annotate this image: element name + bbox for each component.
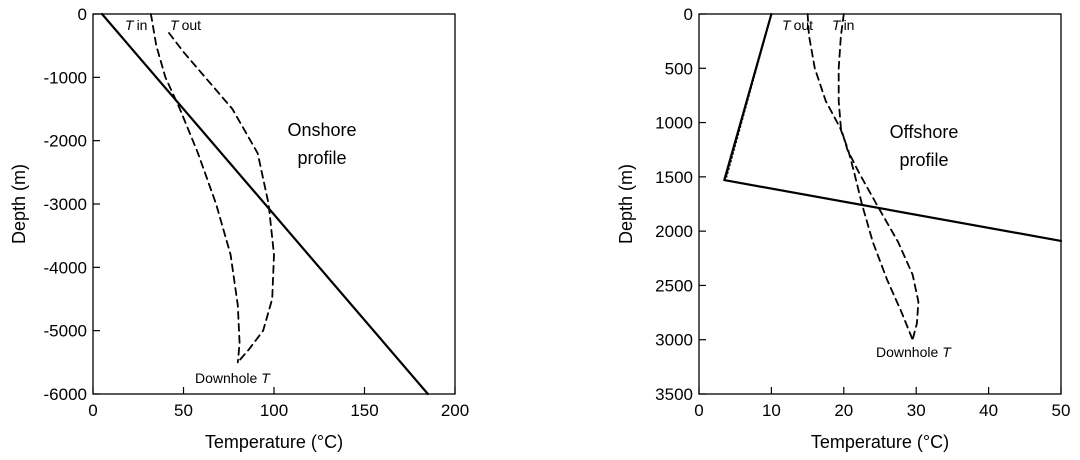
onshore-y-tick-label: -2000 bbox=[44, 132, 87, 151]
offshore-tout-sub: out bbox=[794, 17, 814, 33]
onshore-y-tick-label: -5000 bbox=[44, 322, 87, 341]
offshore-panel: 0 10 20 30 40 50 0 500 1000 1500 2000 2500 3000 3500… bbox=[616, 5, 1070, 452]
offshore-series-dotted-1 bbox=[725, 13, 773, 178]
onshore-x-tick-label: 0 bbox=[88, 401, 97, 420]
onshore-y-ticks: 0 -1000 -2000 -3000 -4000 -5000 -6000 bbox=[44, 5, 100, 404]
offshore-x-tick-label: 40 bbox=[979, 401, 998, 420]
offshore-y-tick-label: 3000 bbox=[655, 331, 693, 350]
offshore-x-tick-label: 0 bbox=[694, 401, 703, 420]
offshore-series-dashed-3 bbox=[806, 13, 914, 341]
onshore-tin-sub: in bbox=[137, 17, 148, 33]
onshore-x-tick-label: 100 bbox=[260, 401, 288, 420]
offshore-x-axis-label: Temperature (°C) bbox=[811, 432, 949, 452]
onshore-y-axis-label: Depth (m) bbox=[9, 164, 29, 244]
offshore-x-tick-label: 50 bbox=[1052, 401, 1071, 420]
onshore-y-tick-label: -4000 bbox=[44, 258, 87, 277]
offshore-y-tick-label: 500 bbox=[665, 59, 693, 78]
offshore-series-group bbox=[723, 12, 1063, 341]
offshore-x-tick-label: 20 bbox=[834, 401, 853, 420]
onshore-series-dashed-2 bbox=[168, 32, 275, 364]
offshore-tout-T: T bbox=[782, 17, 792, 33]
offshore-y-tick-label: 2500 bbox=[655, 276, 693, 295]
onshore-x-tick-label: 200 bbox=[441, 401, 469, 420]
offshore-tin-sub: in bbox=[844, 17, 855, 33]
onshore-x-tick-label: 150 bbox=[350, 401, 378, 420]
offshore-x-tick-label: 10 bbox=[762, 401, 781, 420]
offshore-y-tick-label: 1500 bbox=[655, 168, 693, 187]
onshore-downhole-T: T bbox=[261, 370, 271, 386]
onshore-x-ticks: 0 50 100 150 200 bbox=[88, 387, 469, 420]
onshore-plot-frame bbox=[92, 13, 456, 395]
onshore-y-tick-label: -3000 bbox=[44, 195, 87, 214]
onshore-series-group bbox=[100, 12, 429, 396]
onshore-profile-label-line1: Onshore bbox=[287, 120, 356, 140]
onshore-y-tick-label: -1000 bbox=[44, 68, 87, 87]
offshore-y-tick-label: 3500 bbox=[655, 385, 693, 404]
offshore-x-ticks: 0 10 20 30 40 50 bbox=[694, 387, 1070, 420]
onshore-tin-T: T bbox=[125, 17, 135, 33]
offshore-y-tick-label: 2000 bbox=[655, 222, 693, 241]
offshore-y-tick-label: 0 bbox=[684, 5, 693, 24]
onshore-x-axis-label: Temperature (°C) bbox=[205, 432, 343, 452]
onshore-downhole-label: Downhole T bbox=[195, 370, 271, 386]
offshore-tin-T: T bbox=[832, 17, 842, 33]
offshore-downhole-text: Downhole bbox=[876, 344, 938, 360]
offshore-y-tick-label: 1000 bbox=[655, 114, 693, 133]
offshore-y-ticks: 0 500 1000 1500 2000 2500 3000 3500 bbox=[655, 5, 706, 404]
onshore-x-tick-label: 50 bbox=[174, 401, 193, 420]
onshore-tout-sub: out bbox=[182, 17, 202, 33]
offshore-profile-label-line1: Offshore bbox=[890, 122, 959, 142]
offshore-downhole-T: T bbox=[942, 344, 952, 360]
onshore-series-dashed-1 bbox=[149, 13, 241, 364]
offshore-y-axis-label: Depth (m) bbox=[616, 164, 636, 244]
offshore-x-tick-label: 30 bbox=[907, 401, 926, 420]
onshore-series-solid-0 bbox=[100, 12, 429, 396]
onshore-downhole-text: Downhole bbox=[195, 370, 257, 386]
offshore-downhole-label: Downhole T bbox=[876, 344, 952, 360]
onshore-profile-label-line2: profile bbox=[297, 148, 346, 168]
onshore-y-tick-label: 0 bbox=[78, 5, 87, 24]
offshore-plot-frame bbox=[698, 13, 1062, 395]
onshore-y-tick-label: -6000 bbox=[44, 385, 87, 404]
offshore-profile-label-line2: profile bbox=[899, 150, 948, 170]
offshore-series-dashed-2 bbox=[837, 13, 920, 341]
onshore-panel: 0 50 100 150 200 0 -1000 -2000 -3000 -4000 -5000 -… bbox=[9, 5, 469, 452]
onshore-tout-T: T bbox=[170, 17, 180, 33]
